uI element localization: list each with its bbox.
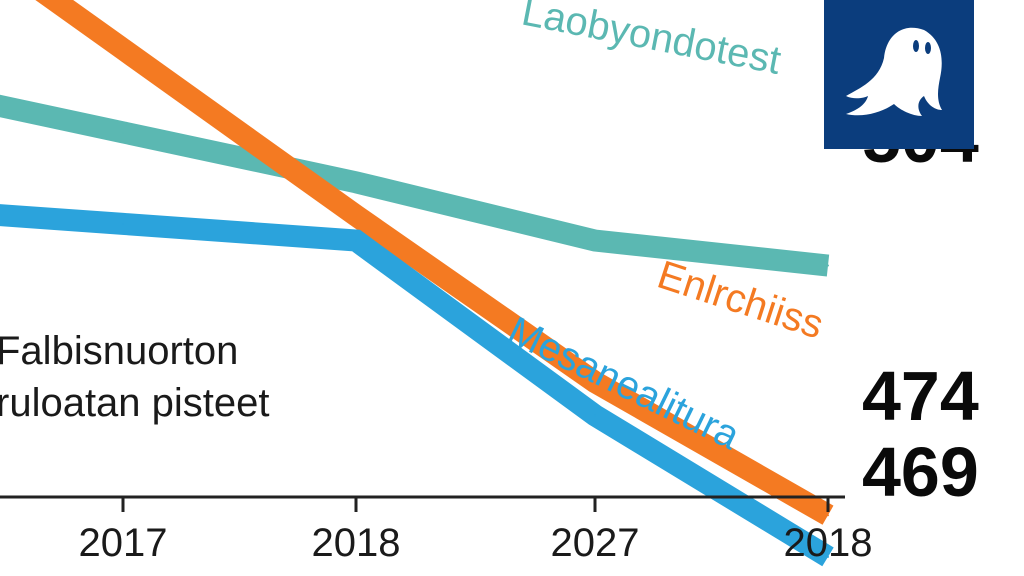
end-values: 504474469 bbox=[862, 99, 979, 511]
data-point bbox=[827, 514, 829, 517]
end-value-3: 469 bbox=[862, 433, 979, 511]
x-axis-ticks: 2017 2018 2027 2018 bbox=[79, 497, 873, 565]
x-tick-label: 2018 bbox=[312, 521, 401, 565]
data-point bbox=[122, 222, 124, 225]
series-label-1: Laobyondotest bbox=[518, 0, 784, 83]
data-point bbox=[355, 214, 357, 217]
annotation-line-1: Falbisnuorton bbox=[0, 329, 238, 373]
data-point bbox=[594, 239, 596, 242]
x-tick-label: 2017 bbox=[79, 521, 168, 565]
series-line-1 bbox=[0, 94, 830, 277]
data-point bbox=[594, 414, 596, 417]
data-point bbox=[122, 131, 124, 134]
annotation: Falbisnuorton ruloatan pisteet bbox=[0, 329, 270, 425]
end-value-2: 474 bbox=[862, 357, 979, 435]
ghost-logo bbox=[824, 0, 974, 149]
data-point bbox=[827, 555, 829, 558]
data-point bbox=[355, 239, 357, 242]
x-tick-label: 2027 bbox=[551, 521, 640, 565]
data-point bbox=[594, 381, 596, 384]
ghost-icon bbox=[846, 27, 942, 116]
data-point bbox=[827, 264, 829, 267]
series-lines bbox=[0, 0, 834, 567]
annotation-line-2: ruloatan pisteet bbox=[0, 381, 270, 425]
data-point bbox=[355, 181, 357, 184]
data-point bbox=[122, 48, 124, 51]
x-tick-label: 2018 bbox=[784, 521, 873, 565]
